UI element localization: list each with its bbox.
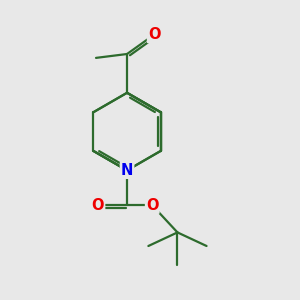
Text: O: O	[146, 198, 158, 213]
Text: O: O	[92, 198, 104, 213]
Text: O: O	[148, 27, 161, 42]
Text: N: N	[121, 163, 133, 178]
